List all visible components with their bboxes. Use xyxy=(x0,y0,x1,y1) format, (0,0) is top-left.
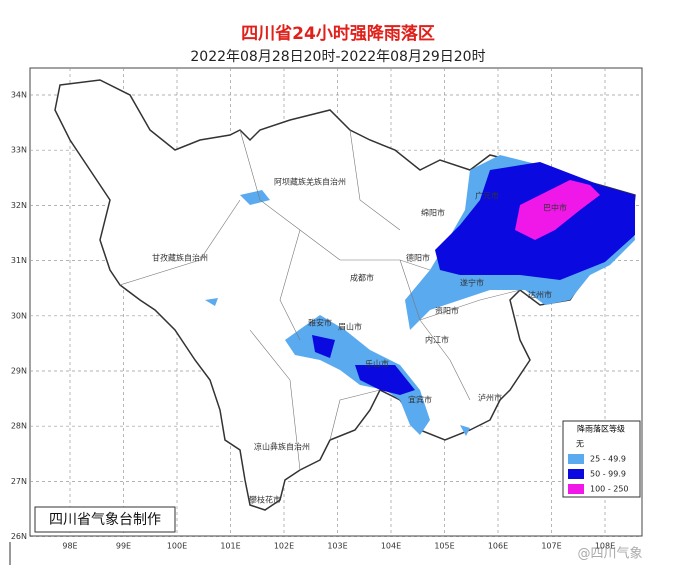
lon-label: 102E xyxy=(274,542,294,551)
lon-label: 107E xyxy=(541,542,561,551)
lat-label: 26N xyxy=(11,532,27,541)
lon-label: 108E xyxy=(595,542,615,551)
lat-label: 32N xyxy=(11,201,27,210)
lon-label: 103E xyxy=(327,542,347,551)
watermark: @四川气象 xyxy=(577,546,642,562)
legend-label: 无 xyxy=(576,440,584,449)
legend-swatch xyxy=(568,454,584,464)
place-label: 达州市 xyxy=(528,290,552,300)
legend-swatch xyxy=(568,484,584,494)
lat-label: 34N xyxy=(11,91,27,100)
place-label: 宜宾市 xyxy=(408,395,432,405)
footer-box xyxy=(34,506,176,533)
lat-label: 30N xyxy=(11,311,27,320)
place-label: 巴中市 xyxy=(543,203,567,213)
legend-swatch xyxy=(568,469,584,479)
place-label: 绵阳市 xyxy=(421,208,445,218)
footer: 四川省气象台制作 xyxy=(49,512,161,528)
lon-label: 99E xyxy=(116,542,131,551)
place-label: 甘孜藏族自治州 xyxy=(152,253,208,263)
place-label: 成都市 xyxy=(350,273,374,283)
legend-label: 100 - 250 xyxy=(590,485,629,494)
lon-label: 105E xyxy=(434,542,454,551)
place-label: 攀枝花市 xyxy=(249,495,281,505)
place-label: 阿坝藏族羌族自治州 xyxy=(274,177,346,187)
subtitle: 2022年08月28日20时-2022年08月29日20时 xyxy=(190,49,485,65)
place-label: 凉山彝族自治州 xyxy=(254,442,310,452)
place-label: 雅安市 xyxy=(308,318,332,328)
place-label: 资阳市 xyxy=(435,306,459,316)
legend-swatch xyxy=(567,438,585,450)
title: 四川省24小时强降雨落区 xyxy=(241,23,435,44)
legend-label: 50 - 99.9 xyxy=(590,470,626,479)
lon-label: 100E xyxy=(167,542,187,551)
legend-label: 25 - 49.9 xyxy=(590,455,626,464)
lat-label: 29N xyxy=(11,367,27,376)
place-label: 遂宁市 xyxy=(460,278,484,288)
lat-label: 27N xyxy=(11,477,27,486)
lon-label: 106E xyxy=(488,542,508,551)
place-label: 广元市 xyxy=(475,191,499,201)
county-lines xyxy=(119,129,521,471)
lon-label: 104E xyxy=(381,542,401,551)
place-label: 乐山市 xyxy=(365,359,389,369)
lat-label: 33N xyxy=(11,146,27,155)
lon-label: 98E xyxy=(62,542,77,551)
lon-label: 101E xyxy=(220,542,240,551)
place-label: 德阳市 xyxy=(406,253,430,263)
legend-title: 降雨落区等级 xyxy=(577,424,625,434)
place-label: 眉山市 xyxy=(338,322,362,332)
lat-label: 31N xyxy=(11,256,27,265)
place-label: 泸州市 xyxy=(478,393,502,403)
rain-100 xyxy=(515,180,600,240)
lat-label: 28N xyxy=(11,422,27,431)
legend: 降雨落区等级 无 25 - 49.9 50 - 99.9 100 - 250 xyxy=(562,420,641,498)
place-label: 内江市 xyxy=(425,335,449,345)
